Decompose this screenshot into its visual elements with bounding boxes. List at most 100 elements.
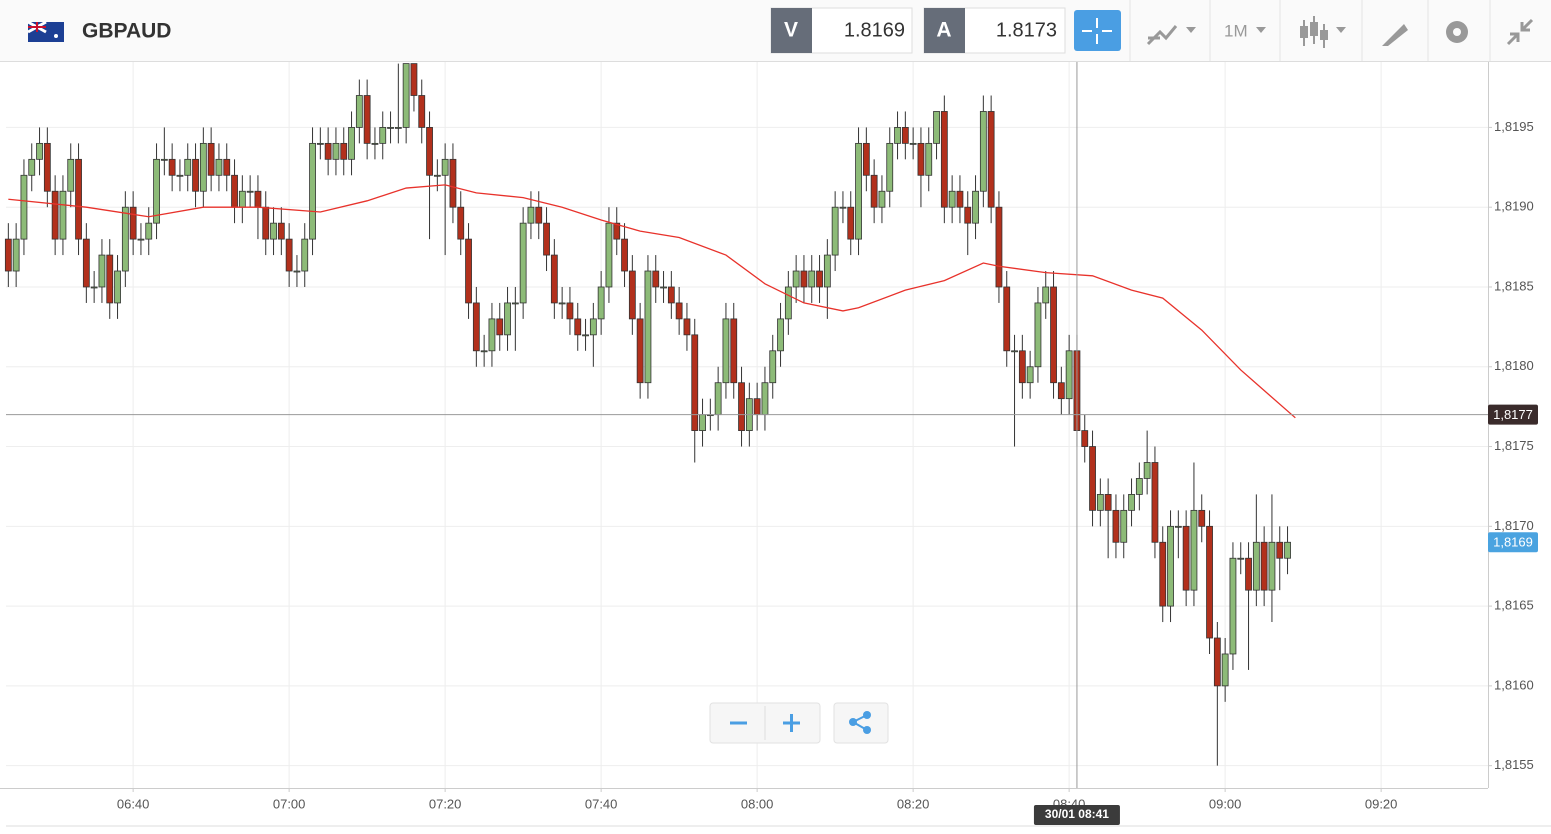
share-dot bbox=[863, 711, 871, 719]
candle-body bbox=[199, 142, 207, 192]
draw-icon[interactable] bbox=[1382, 24, 1408, 46]
candle-body bbox=[1284, 541, 1291, 559]
candle-body bbox=[870, 174, 878, 208]
x-tick-label: 07:20 bbox=[429, 796, 462, 811]
zoom-in[interactable] bbox=[783, 714, 800, 732]
candle-icon[interactable] bbox=[1300, 22, 1328, 40]
candle-body bbox=[332, 142, 340, 160]
x-tick-label: 07:00 bbox=[273, 796, 306, 811]
candle-body bbox=[948, 190, 956, 208]
y-tick-label: 1,8170 bbox=[1494, 518, 1534, 533]
candle-body bbox=[246, 190, 254, 193]
chart-type-icon[interactable] bbox=[1146, 25, 1178, 46]
candle-body bbox=[558, 302, 566, 305]
candle-body bbox=[43, 142, 51, 192]
candle-body bbox=[886, 142, 894, 192]
timeframe[interactable]: 1M bbox=[1224, 21, 1248, 40]
x-tick-label: 09:20 bbox=[1365, 796, 1398, 811]
candle-body bbox=[316, 142, 324, 145]
candle-body bbox=[1011, 350, 1018, 353]
candle-body bbox=[293, 270, 301, 273]
candle-body bbox=[309, 142, 316, 240]
candle-body bbox=[433, 174, 441, 177]
candle-body bbox=[1065, 350, 1073, 400]
candle-body bbox=[114, 270, 121, 304]
candle-body bbox=[36, 142, 43, 160]
candle-body bbox=[207, 142, 215, 176]
candle-body bbox=[4, 238, 12, 272]
candle-body bbox=[995, 206, 1003, 288]
candle-body bbox=[1190, 509, 1198, 591]
candle-body bbox=[488, 318, 496, 352]
candle-body bbox=[901, 127, 909, 144]
candle-body bbox=[683, 318, 691, 336]
candle-body bbox=[761, 382, 769, 416]
candle-body bbox=[839, 206, 847, 209]
candle-body bbox=[106, 254, 114, 304]
moving-average bbox=[8, 184, 1296, 419]
candle-body bbox=[1034, 302, 1042, 368]
candle-body bbox=[1003, 286, 1011, 352]
y-tick-label: 1,8155 bbox=[1494, 757, 1534, 772]
crosshair-icon bbox=[1082, 18, 1112, 44]
candle-body bbox=[379, 127, 387, 144]
x-tick-label: 06:40 bbox=[117, 796, 150, 811]
candle-body bbox=[277, 222, 285, 240]
candle-body bbox=[1167, 525, 1174, 607]
candle-body bbox=[449, 158, 457, 208]
candle-body bbox=[597, 286, 605, 320]
flag bbox=[27, 20, 64, 42]
candle-body bbox=[28, 158, 36, 176]
y-tick-label: 1,8165 bbox=[1494, 598, 1534, 613]
candle-body bbox=[441, 158, 449, 176]
candle-body bbox=[1229, 557, 1237, 655]
candle-body bbox=[1135, 478, 1143, 495]
y-tick-label: 1,8175 bbox=[1494, 438, 1534, 453]
collapse-icon[interactable] bbox=[1506, 18, 1534, 46]
candle-body bbox=[831, 206, 839, 256]
candle-body bbox=[402, 63, 410, 128]
candle-body bbox=[909, 142, 917, 145]
candle-body bbox=[644, 270, 652, 384]
y-tick-label: 1,8185 bbox=[1494, 278, 1534, 293]
ask-price: 1.8173 bbox=[996, 19, 1057, 41]
crosshair-button[interactable] bbox=[1074, 10, 1121, 51]
candle-body bbox=[1206, 525, 1213, 639]
y-tick-label: 1,8180 bbox=[1494, 358, 1534, 373]
candle-body bbox=[667, 286, 675, 304]
candle-body bbox=[1081, 430, 1089, 447]
candle-body bbox=[589, 318, 597, 336]
candle-body bbox=[543, 222, 550, 256]
candle-body bbox=[426, 127, 433, 176]
candle-body bbox=[1096, 494, 1104, 511]
candle-body bbox=[82, 238, 90, 288]
bid-label: V bbox=[784, 19, 798, 42]
candle-body bbox=[1026, 366, 1034, 384]
candle-body bbox=[675, 302, 683, 320]
candle-body bbox=[363, 95, 371, 144]
y-tick-label: 1,8195 bbox=[1494, 119, 1534, 134]
candle-body bbox=[153, 158, 160, 224]
candle-body bbox=[862, 142, 870, 176]
candle-body bbox=[527, 206, 535, 224]
candle-body bbox=[1104, 494, 1112, 511]
candle-body bbox=[301, 238, 309, 272]
candle-body bbox=[215, 158, 223, 176]
flag-cross-red bbox=[28, 22, 46, 32]
candle-body bbox=[75, 158, 82, 240]
candle-body bbox=[231, 174, 238, 208]
candle-body bbox=[574, 318, 582, 336]
share-box[interactable] bbox=[833, 702, 889, 744]
candle-body bbox=[511, 302, 519, 305]
candle-body bbox=[894, 127, 901, 144]
candle-body bbox=[691, 334, 699, 431]
candle-body bbox=[823, 254, 831, 288]
candle-body bbox=[387, 127, 394, 129]
candle-body bbox=[270, 222, 277, 240]
candle-body bbox=[800, 270, 808, 288]
candle-body bbox=[480, 350, 488, 353]
candle-body bbox=[20, 174, 28, 240]
candle-body bbox=[925, 142, 933, 176]
candle-body bbox=[605, 222, 613, 288]
